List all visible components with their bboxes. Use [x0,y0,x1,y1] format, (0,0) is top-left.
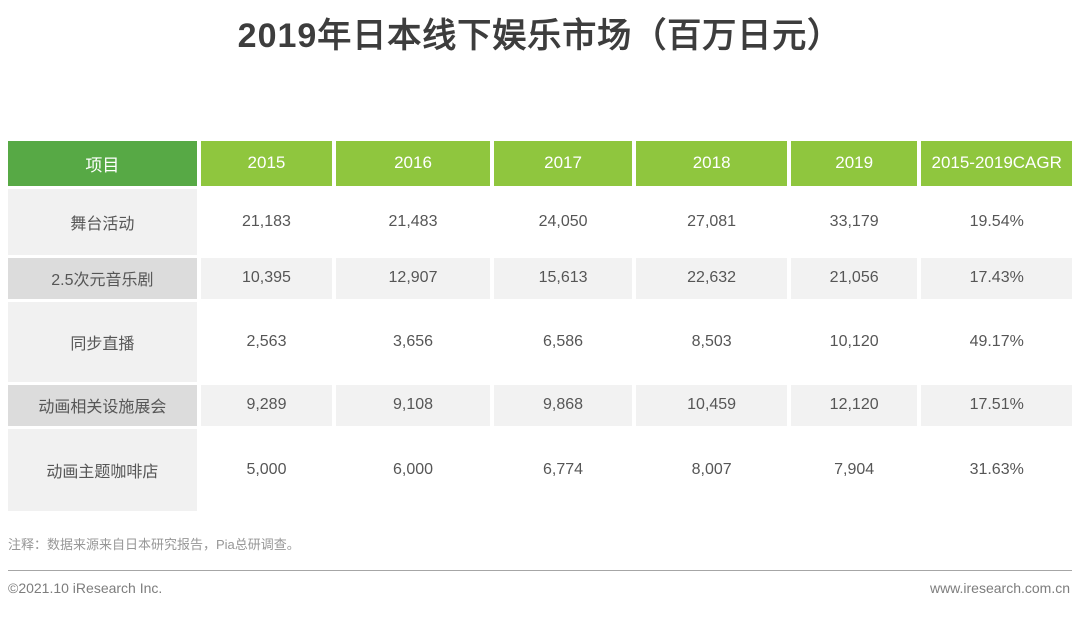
header-cell-item: 项目 [8,140,197,186]
cell-2016: 12,907 [336,257,490,299]
page-title: 2019年日本线下娱乐市场（百万日元） [237,17,843,55]
header-cell-2019: 2019 [790,140,918,186]
source-note: 注释：数据来源来自日本研究报告，Pia总研调查。 [8,536,300,552]
row-label: 2.5次元音乐剧 [8,257,197,299]
copyright-text: ©2021.10 iResearch Inc. [8,579,163,596]
table-header-row: 项目 2015 2016 2017 2018 2019 2015-2019CAG… [8,140,1072,186]
report-page: 2019年日本线下娱乐市场（百万日元） 项目 2015 2016 2017 20… [0,13,1080,631]
table-row-anime-theme-cafe: 动画主题咖啡店 5,000 6,000 6,774 8,007 7,904 31… [8,428,1072,511]
cell-cagr: 17.51% [921,384,1072,426]
cell-2017: 15,613 [493,257,633,299]
cell-2016: 3,656 [336,301,490,382]
cell-2019: 12,120 [790,384,918,426]
cell-2019: 7,904 [790,428,918,511]
footer: ©2021.10 iResearch Inc. www.iresearch.co… [8,580,1070,596]
cell-2019: 33,179 [790,188,918,255]
cell-2015: 2,563 [200,301,333,382]
cell-2016: 21,483 [336,188,490,255]
header-cell-2018: 2018 [636,140,787,186]
header-cell-2016: 2016 [336,140,490,186]
cell-2018: 27,081 [636,188,787,255]
cell-2016: 9,108 [336,384,490,426]
cell-2019: 10,120 [790,301,918,382]
cell-2015: 10,395 [200,257,333,299]
website-url: www.iresearch.com.cn [929,579,1070,596]
row-label: 同步直播 [8,301,197,382]
market-table: 项目 2015 2016 2017 2018 2019 2015-2019CAG… [4,138,1076,514]
cell-2016: 6,000 [336,428,490,511]
cell-2017: 9,868 [493,384,633,426]
cell-2015: 5,000 [200,428,333,511]
footer-divider [8,569,1072,571]
header-cell-2017: 2017 [493,140,633,186]
cell-cagr: 17.43% [921,257,1072,299]
cell-2017: 6,586 [493,301,633,382]
cell-2019: 21,056 [790,257,918,299]
cell-2018: 8,503 [636,301,787,382]
header-cell-2015: 2015 [200,140,333,186]
table-row-anime-facility-expo: 动画相关设施展会 9,289 9,108 9,868 10,459 12,120… [8,384,1072,426]
cell-2015: 9,289 [200,384,333,426]
row-label: 舞台活动 [8,188,197,255]
row-label: 动画主题咖啡店 [8,428,197,511]
cell-cagr: 31.63% [921,428,1072,511]
table-row-25d-musical: 2.5次元音乐剧 10,395 12,907 15,613 22,632 21,… [8,257,1072,299]
cell-2017: 24,050 [493,188,633,255]
row-label: 动画相关设施展会 [8,384,197,426]
cell-2017: 6,774 [493,428,633,511]
table-row-live-streaming: 同步直播 2,563 3,656 6,586 8,503 10,120 49.1… [8,301,1072,382]
data-table: 项目 2015 2016 2017 2018 2019 2015-2019CAG… [4,138,1076,514]
cell-2018: 22,632 [636,257,787,299]
cell-2015: 21,183 [200,188,333,255]
cell-cagr: 19.54% [921,188,1072,255]
cell-cagr: 49.17% [921,301,1072,382]
cell-2018: 8,007 [636,428,787,511]
header-cell-cagr: 2015-2019CAGR [921,140,1072,186]
cell-2018: 10,459 [636,384,787,426]
table-row-stage-activities: 舞台活动 21,183 21,483 24,050 27,081 33,179 … [8,188,1072,255]
